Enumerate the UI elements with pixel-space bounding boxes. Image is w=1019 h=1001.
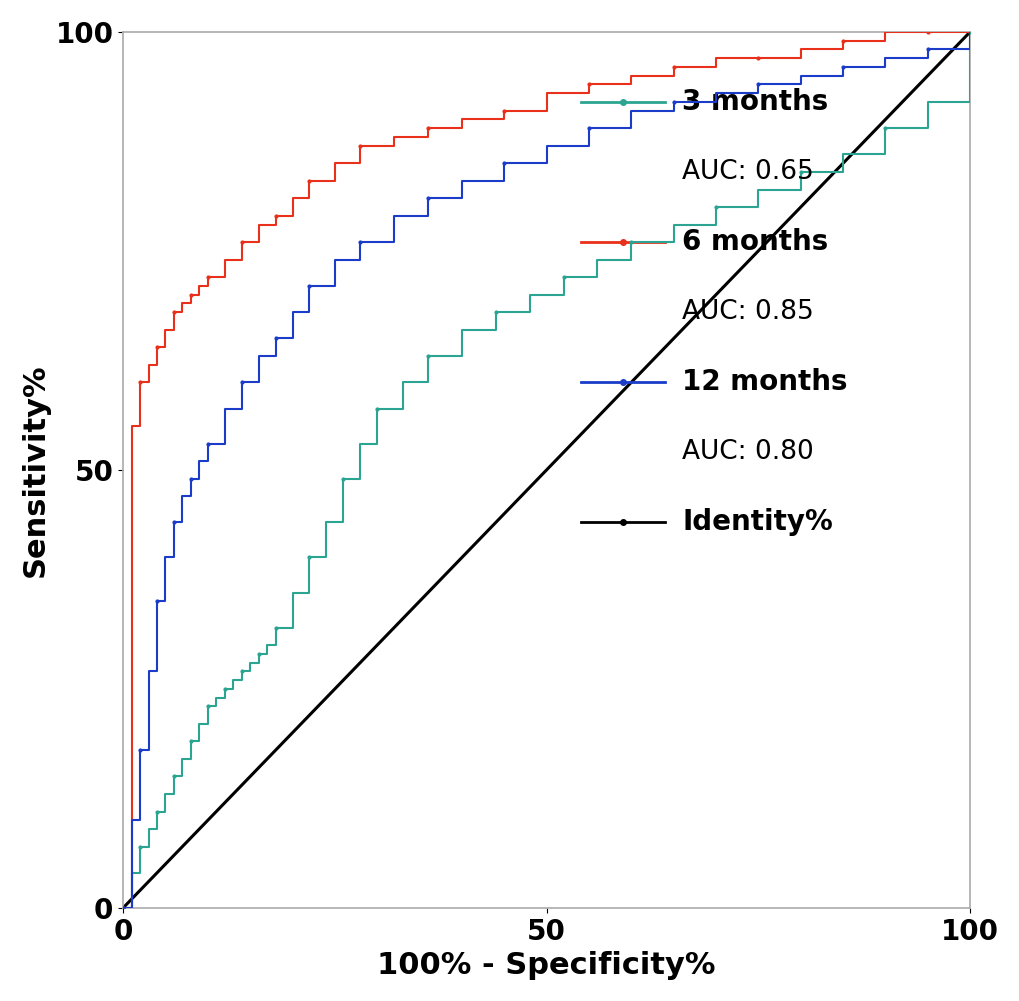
Text: 6 months: 6 months <box>682 228 827 256</box>
Text: 3 months: 3 months <box>682 88 827 116</box>
Text: AUC: 0.85: AUC: 0.85 <box>682 299 813 325</box>
Text: AUC: 0.65: AUC: 0.65 <box>682 159 813 185</box>
Y-axis label: Sensitivity%: Sensitivity% <box>20 363 50 577</box>
Text: Identity%: Identity% <box>682 509 833 537</box>
X-axis label: 100% - Specificity%: 100% - Specificity% <box>377 951 715 980</box>
Text: AUC: 0.80: AUC: 0.80 <box>682 439 813 465</box>
Text: 12 months: 12 months <box>682 368 847 396</box>
